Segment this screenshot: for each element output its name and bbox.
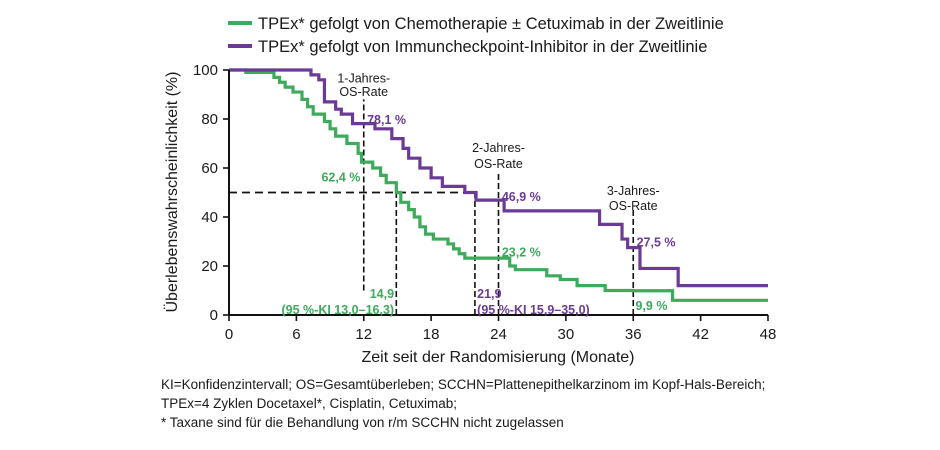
annotation-label: 21,9: [477, 287, 501, 301]
x-tick-label: 42: [692, 326, 709, 343]
annotation-label: OS-Rate: [339, 85, 388, 99]
x-tick-label: 48: [760, 326, 777, 343]
footnote-3: * Taxane sind für die Behandlung von r/m…: [161, 415, 564, 430]
annotation-label: 3-Jahres-: [607, 184, 660, 198]
x-axis-label: Zeit seit der Randomisierung (Monate): [361, 349, 634, 366]
y-tick-label: 60: [201, 160, 218, 177]
y-tick-label: 80: [201, 111, 218, 128]
annotation-label: (95 %-KI 13,0–16,3): [282, 303, 395, 317]
footnote-2: TPEx=4 Zyklen Docetaxel*, Cisplatin, Cet…: [161, 396, 457, 411]
x-tick-label: 12: [355, 326, 372, 343]
x-tick-label: 0: [225, 326, 233, 343]
annotation-label: OS-Rate: [609, 199, 658, 213]
y-axis-label: Überlebenswahrscheinlichkeit (%): [163, 72, 181, 313]
footnote-1: KI=Konfidenzintervall; OS=Gesamtüberlebe…: [161, 377, 766, 392]
annotation-label: 2-Jahres-: [472, 141, 525, 155]
annotation-label: 62,4 %: [321, 171, 360, 185]
annotation-label: 27,5 %: [637, 236, 676, 250]
annotation-label: 1-Jahres-: [337, 71, 390, 85]
km-chart: TPEx* gefolgt von Chemotherapie ± Cetuxi…: [163, 15, 777, 366]
legend-label-purple: TPEx* gefolgt von Immuncheckpoint-Inhibi…: [258, 38, 707, 56]
annotation-label: 9,9 %: [635, 299, 667, 313]
y-tick-label: 100: [193, 62, 218, 79]
annotation-label: 14,9: [370, 287, 394, 301]
legend: TPEx* gefolgt von Chemotherapie ± Cetuxi…: [228, 15, 724, 56]
annotation-label: 23,2 %: [502, 245, 541, 259]
x-tick-label: 24: [490, 326, 507, 343]
y-tick-label: 0: [210, 307, 218, 324]
km-curve-1: [229, 68, 768, 288]
annotation-label: (95 %-KI 15,9–35,0): [477, 303, 590, 317]
annotation-label: 78,1 %: [367, 113, 406, 127]
annotation-label: 46,9 %: [502, 190, 541, 204]
y-tick-label: 20: [201, 258, 218, 275]
x-tick-label: 6: [292, 326, 300, 343]
x-tick-label: 18: [423, 326, 440, 343]
x-tick-label: 36: [625, 326, 642, 343]
y-tick-label: 40: [201, 209, 218, 226]
legend-label-green: TPEx* gefolgt von Chemotherapie ± Cetuxi…: [258, 15, 724, 33]
km-curve-0: [229, 68, 768, 302]
annotation-label: OS-Rate: [474, 157, 523, 171]
x-tick-label: 30: [558, 326, 575, 343]
